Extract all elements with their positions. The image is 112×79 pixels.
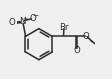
- Text: +: +: [22, 16, 27, 22]
- Text: O: O: [29, 14, 36, 23]
- Text: O: O: [73, 46, 80, 55]
- Text: Br: Br: [59, 23, 69, 32]
- Text: O: O: [83, 32, 89, 41]
- Text: N: N: [19, 17, 26, 26]
- Text: −: −: [32, 13, 38, 19]
- Text: O: O: [8, 18, 15, 27]
